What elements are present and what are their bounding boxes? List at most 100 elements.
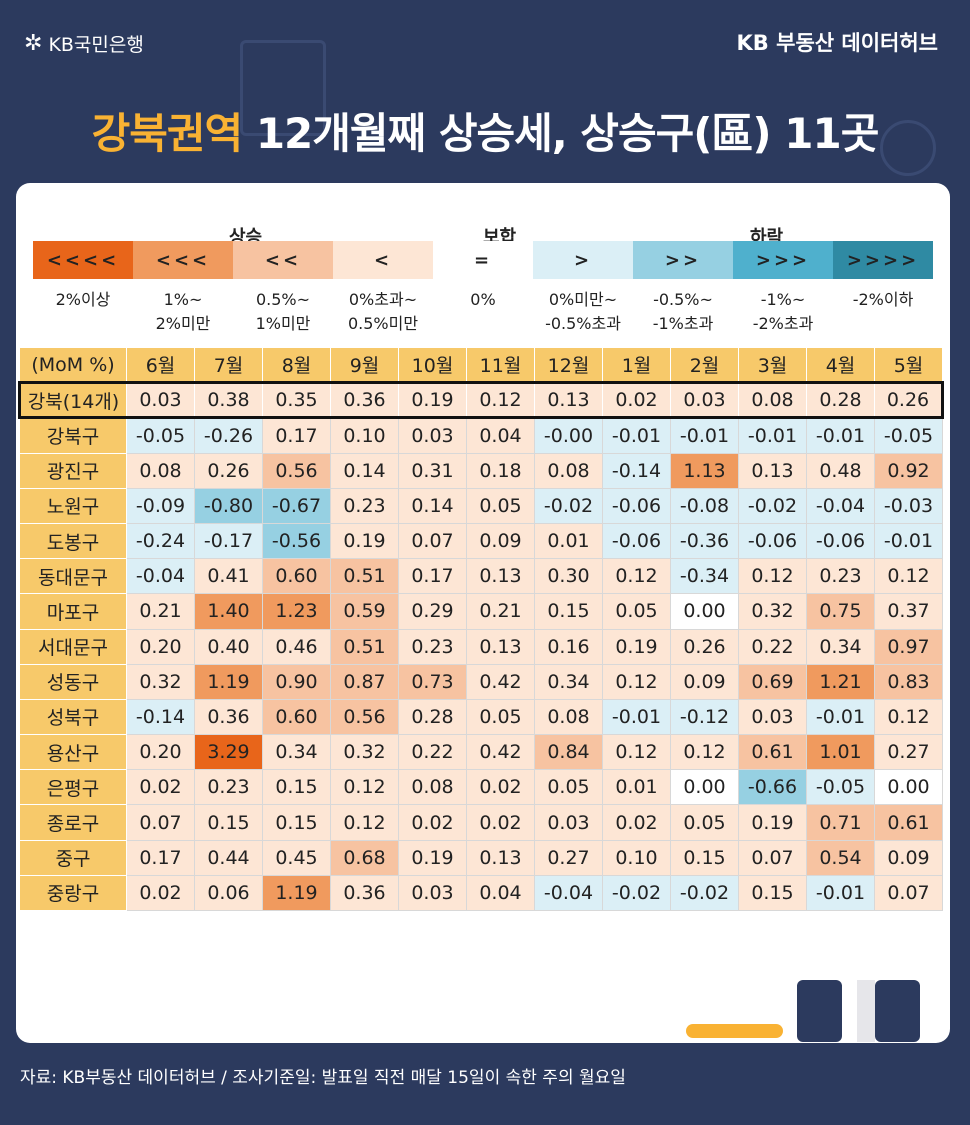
brand-label: KB 부동산 데이터허브 xyxy=(736,31,938,55)
heatmap-cell: 0.73 xyxy=(398,663,467,700)
legend-swatch: = xyxy=(433,241,533,279)
heatmap-cell: 0.15 xyxy=(670,839,739,876)
heatmap-cell: 0.54 xyxy=(806,839,875,876)
row-label: 강북(14개) xyxy=(18,381,127,420)
heatmap-cell: 1.13 xyxy=(670,452,739,489)
heatmap-cell: 0.02 xyxy=(602,381,671,420)
heatmap-cell: 0.19 xyxy=(738,804,807,841)
heatmap-cell: 0.17 xyxy=(262,417,331,454)
heatmap-cell: 0.51 xyxy=(330,628,399,665)
heatmap-cell: 0.04 xyxy=(466,417,535,454)
heatmap-cell: 0.69 xyxy=(738,663,807,700)
heatmap-cell: -0.01 xyxy=(738,417,807,454)
heatmap-cell: 0.12 xyxy=(602,558,671,595)
background-building-decor xyxy=(240,40,326,136)
background-magnifier-decor xyxy=(880,120,936,176)
heatmap-cell: 0.10 xyxy=(330,417,399,454)
heatmap-cell: -0.24 xyxy=(126,522,195,560)
column-header: 4월 xyxy=(806,346,875,384)
heatmap-cell: -0.04 xyxy=(534,874,603,912)
heatmap-cell: 0.60 xyxy=(262,698,331,736)
heatmap-cell: 0.38 xyxy=(194,381,263,420)
heatmap-cell: 0.44 xyxy=(194,839,263,876)
legend-label: 0% xyxy=(470,290,496,309)
heatmap-cell: 0.16 xyxy=(534,628,603,665)
kb-logo: ✲ KB국민은행 xyxy=(24,30,144,57)
heatmap-cell: 0.09 xyxy=(874,839,943,876)
heatmap-cell: 0.71 xyxy=(806,804,875,841)
heatmap-cell: 0.13 xyxy=(738,452,807,489)
header-row: (MoM %) 6월 7월 8월 9월 10월 11월 12월 1월 2월 3월 4월 5월 xyxy=(19,346,943,384)
heatmap-cell: 0.03 xyxy=(534,804,603,841)
heatmap-cell: 0.26 xyxy=(670,628,739,665)
heatmap-cell: 1.01 xyxy=(806,734,875,771)
row-label: 노원구 xyxy=(19,487,127,524)
heatmap-cell: 0.23 xyxy=(330,487,399,524)
heatmap-cell: 0.15 xyxy=(262,769,331,806)
heatmap-cell: 0.02 xyxy=(398,804,467,841)
heatmap-cell: 0.08 xyxy=(738,381,807,420)
heatmap-cell: 0.14 xyxy=(330,452,399,489)
heatmap-cell: 0.03 xyxy=(398,874,467,912)
heatmap-cell: -0.66 xyxy=(738,769,807,806)
heatmap-cell: 0.03 xyxy=(398,417,467,454)
heatmap-cell: 0.01 xyxy=(534,522,603,560)
heatmap-cell: 0.13 xyxy=(534,381,603,420)
table-row: 종로구 0.07 0.15 0.15 0.12 0.02 0.02 0.03 0.02 0.05 0… xyxy=(19,804,943,841)
heatmap-cell: 0.19 xyxy=(398,839,467,876)
page-title: 강북권역 12개월째 상승세, 상승구(區) 11곳 xyxy=(0,100,970,161)
heatmap-cell: -0.04 xyxy=(126,558,195,595)
heatmap-cell: 0.09 xyxy=(466,522,535,560)
heatmap-cell: 0.02 xyxy=(126,874,195,912)
heatmap-cell: 0.05 xyxy=(602,593,671,630)
row-label: 은평구 xyxy=(19,769,127,806)
row-label: 동대문구 xyxy=(19,558,127,595)
heatmap-cell: 0.05 xyxy=(466,487,535,524)
heatmap-cell: -0.06 xyxy=(738,522,807,560)
heatmap-cell: 0.00 xyxy=(670,769,739,806)
row-label: 강북구 xyxy=(19,417,127,454)
title-rest: 12개월째 상승세, 상승구(區) 11곳 xyxy=(242,109,880,158)
heatmap-cell: 0.40 xyxy=(194,628,263,665)
heatmap-cell: 0.84 xyxy=(534,734,603,771)
heatmap-cell: 0.31 xyxy=(398,452,467,489)
heatmap-cell: 0.23 xyxy=(194,769,263,806)
heatmap-cell: 0.05 xyxy=(466,698,535,736)
heatmap-cell: 0.75 xyxy=(806,593,875,630)
heatmap-cell: -0.12 xyxy=(670,698,739,736)
heatmap-cell: 0.26 xyxy=(874,381,944,420)
heatmap-cell: -0.06 xyxy=(602,487,671,524)
heatmap-cell: 0.22 xyxy=(398,734,467,771)
heatmap-cell: 0.12 xyxy=(602,734,671,771)
row-label: 서대문구 xyxy=(19,628,127,665)
heatmap-cell: 0.09 xyxy=(670,663,739,700)
heatmap-cell: -0.06 xyxy=(806,522,875,560)
heatmap-cell: 0.02 xyxy=(602,804,671,841)
table-row: 노원구 -0.09 -0.80 -0.67 0.23 0.14 0.05 -0.02 -0.06… xyxy=(19,487,943,524)
heatmap-cell: 0.61 xyxy=(874,804,943,841)
legend-swatch: >>> xyxy=(733,241,833,279)
heatmap-cell: 0.32 xyxy=(738,593,807,630)
heatmap-cell: 0.04 xyxy=(466,874,535,912)
heatmap-cell: 0.30 xyxy=(534,558,603,595)
heatmap-cell: 0.56 xyxy=(262,452,331,489)
logo-text: KB국민은행 xyxy=(48,34,144,56)
heatmap-cell: 0.02 xyxy=(466,804,535,841)
legend-label: 1%~ 2%미만 xyxy=(155,290,211,333)
heatmap-cell: 0.61 xyxy=(738,734,807,771)
table-row: 마포구 0.21 1.40 1.23 0.59 0.29 0.21 0.15 0.05 0.00 0… xyxy=(19,593,943,630)
slide-tile-right xyxy=(875,980,920,1042)
heatmap-cell: 0.27 xyxy=(534,839,603,876)
table-row: 용산구 0.20 3.29 0.34 0.32 0.22 0.42 0.84 0.12 0.12 0… xyxy=(19,734,943,771)
heatmap-cell: 0.08 xyxy=(534,698,603,736)
row-label: 마포구 xyxy=(19,593,127,630)
legend-swatch: >> xyxy=(633,241,733,279)
heatmap-cell: 0.13 xyxy=(466,628,535,665)
heatmap-cell: 0.14 xyxy=(398,487,467,524)
heatmap-cell: 0.13 xyxy=(466,558,535,595)
heatmap-cell: 0.15 xyxy=(262,804,331,841)
heatmap-cell: 0.92 xyxy=(874,452,943,489)
table-row: 강북구 -0.05 -0.26 0.17 0.10 0.03 0.04 -0.00 -0.01-… xyxy=(19,417,943,454)
heatmap-cell: 0.19 xyxy=(602,628,671,665)
heatmap-cell: -0.06 xyxy=(602,522,671,560)
